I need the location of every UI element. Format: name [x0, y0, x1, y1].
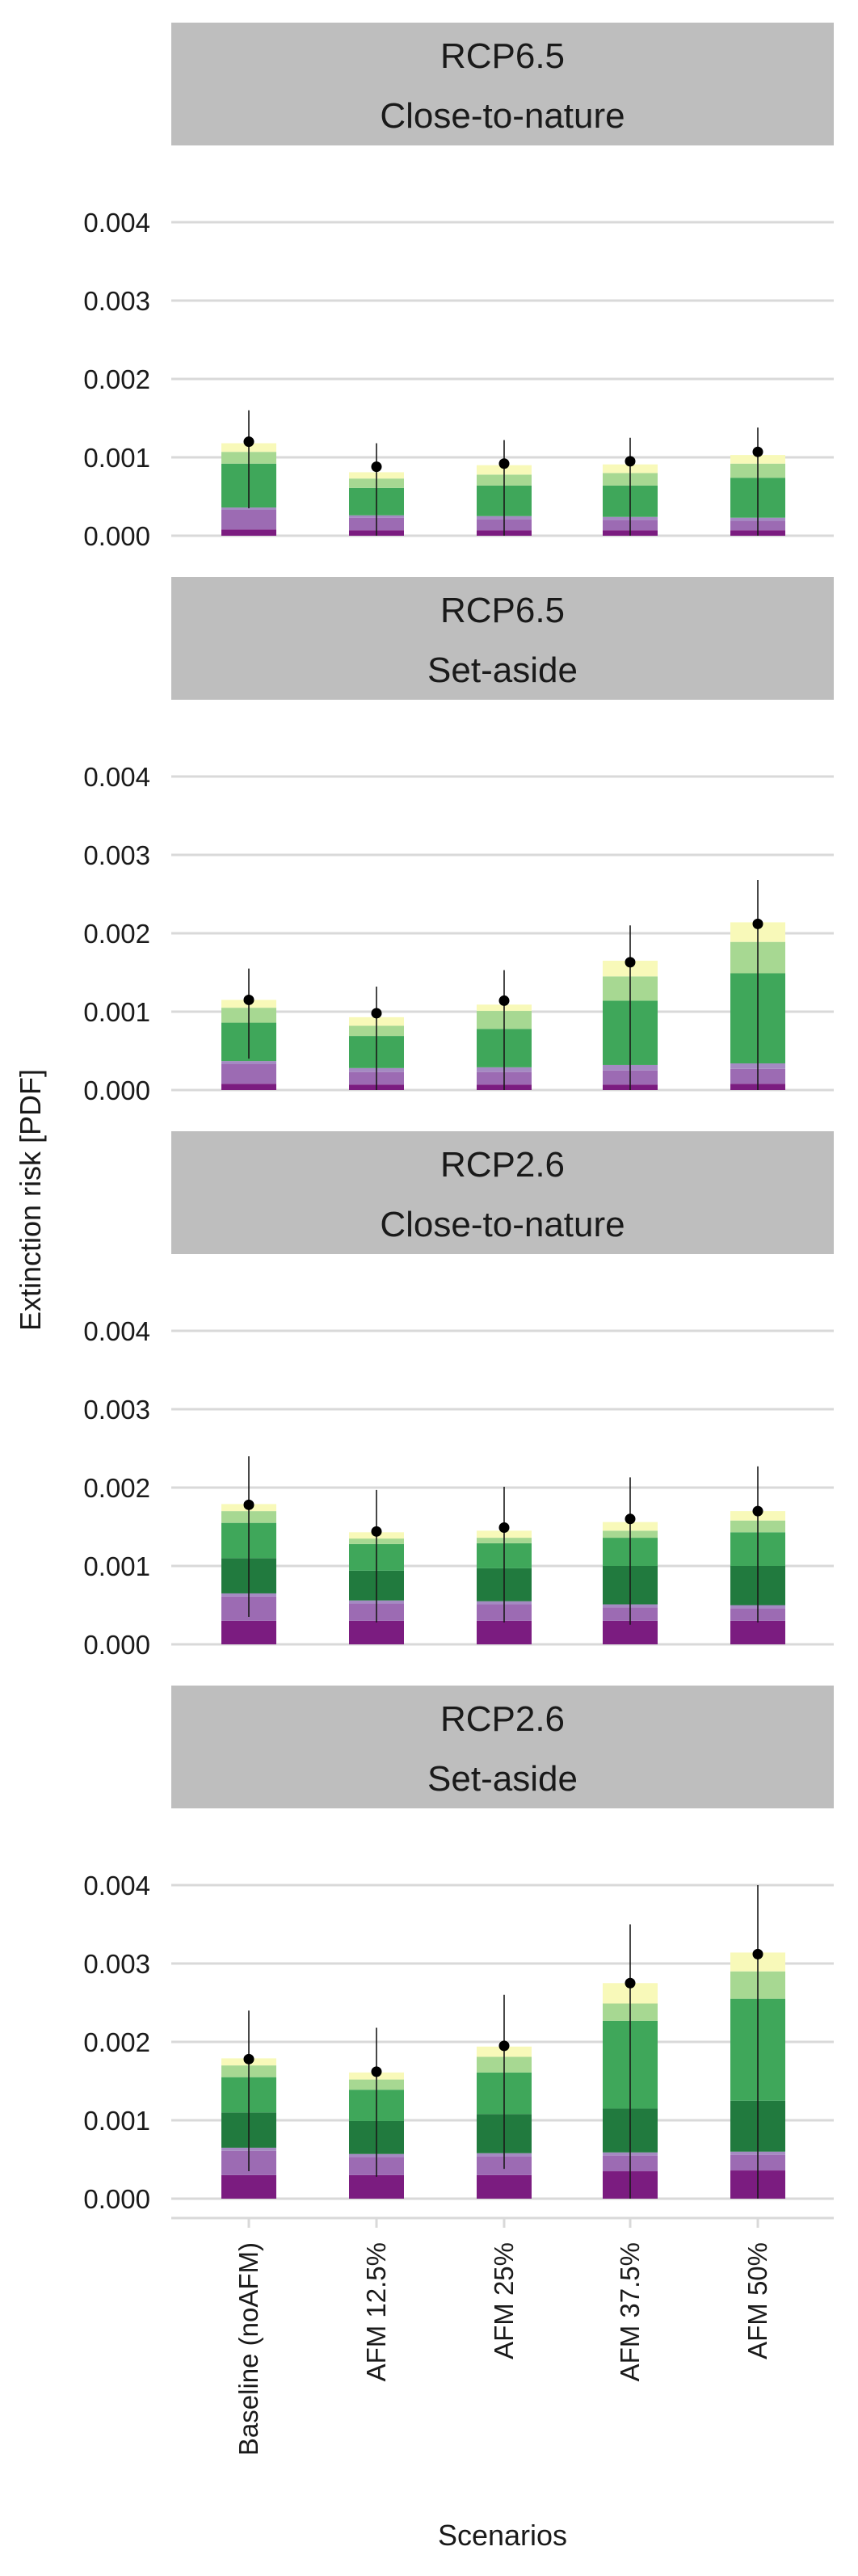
bar-segment	[730, 1620, 785, 1644]
bar-segment	[221, 509, 276, 530]
y-tick-label: 0.001	[83, 997, 150, 1027]
y-tick-label: 0.004	[83, 208, 150, 238]
mean-point	[752, 918, 763, 929]
bar-segment	[477, 1620, 532, 1644]
facet-strip-label: RCP6.5	[440, 36, 565, 76]
mean-point	[371, 1008, 382, 1019]
y-tick-label: 0.003	[83, 840, 150, 870]
y-tick-label: 0.004	[83, 762, 150, 792]
y-tick-label: 0.000	[83, 521, 150, 551]
mean-point	[752, 1505, 763, 1517]
y-axis-title: Extinction risk [PDF]	[14, 1069, 47, 1331]
facet-strip-label: RCP2.6	[440, 1699, 565, 1739]
facet-strip-label: Close-to-nature	[380, 96, 625, 136]
x-tick-label: Baseline (noAFM)	[233, 2242, 263, 2456]
mean-point	[625, 456, 636, 467]
facet-strip	[171, 23, 834, 145]
y-tick-label: 0.000	[83, 1075, 150, 1105]
facet-strip-label: Set-aside	[427, 1759, 578, 1799]
y-tick-label: 0.004	[83, 1316, 150, 1346]
facet-strip-label: RCP6.5	[440, 591, 565, 630]
x-axis: Baseline (noAFM) AFM 12.5% AFM 25% AFM 37.5…	[171, 2216, 834, 2456]
y-tick-label: 0.002	[83, 2027, 150, 2057]
bar-segment	[349, 2174, 404, 2199]
y-tick-label: 0.003	[83, 286, 150, 316]
x-axis-title: Scenarios	[438, 2519, 567, 2552]
facet-strip	[171, 577, 834, 700]
y-tick-label: 0.001	[83, 443, 150, 473]
y-tick-label: 0.001	[83, 1551, 150, 1581]
facet-strip-label: Set-aside	[427, 650, 578, 690]
y-tick-label: 0.002	[83, 1473, 150, 1503]
mean-point	[752, 446, 763, 457]
facet-strip-label: RCP2.6	[440, 1145, 565, 1185]
facet-strip	[171, 1686, 834, 1808]
mean-point	[498, 995, 510, 1006]
x-tick-label: AFM 12.5%	[361, 2242, 391, 2381]
x-tick-label: AFM 25%	[489, 2242, 519, 2359]
mean-point	[243, 994, 254, 1005]
bar-segment	[477, 2174, 532, 2199]
mean-point	[243, 436, 254, 448]
y-tick-label: 0.002	[83, 364, 150, 394]
panel-1: RCP6.5 Close-to-nature 0.000 0.001 0.002 0.00…	[83, 23, 834, 551]
x-tick-label: AFM 50%	[742, 2242, 772, 2359]
y-tick-label: 0.003	[83, 1949, 150, 1979]
y-tick-label: 0.001	[83, 2106, 150, 2136]
bar-segment	[221, 1063, 276, 1084]
y-tick-label: 0.002	[83, 919, 150, 949]
mean-point	[371, 1526, 382, 1537]
mean-point	[498, 458, 510, 469]
y-tick-label: 0.003	[83, 1395, 150, 1425]
panels: RCP6.5 Close-to-nature 0.000 0.001 0.002 0.00…	[83, 23, 834, 2214]
mean-point	[498, 2040, 510, 2052]
mean-point	[625, 1977, 636, 1989]
mean-point	[498, 1522, 510, 1533]
panel-4: RCP2.6 Set-aside 0.000 0.001 0.002 0.003 0.004	[83, 1686, 834, 2214]
panel-3: RCP2.6 Close-to-nature 0.000 0.001 0.002 0.00…	[83, 1131, 834, 1660]
bar-segment	[221, 2174, 276, 2199]
bar-segment	[221, 1061, 276, 1064]
mean-point	[752, 1948, 763, 1959]
mean-point	[625, 1513, 636, 1525]
bar-segment	[349, 1620, 404, 1644]
facet-strip	[171, 1131, 834, 1254]
bar-segment	[221, 507, 276, 510]
facet-strip-label: Close-to-nature	[380, 1205, 625, 1244]
bar-segment	[221, 529, 276, 536]
y-tick-label: 0.000	[83, 2184, 150, 2214]
mean-point	[371, 461, 382, 473]
mean-point	[243, 2053, 254, 2065]
bar-segment	[221, 1620, 276, 1644]
y-tick-label: 0.004	[83, 1871, 150, 1900]
panel-2: RCP6.5 Set-aside 0.000 0.001 0.002 0.003 0.004	[83, 577, 834, 1105]
x-tick-label: AFM 37.5%	[615, 2242, 645, 2381]
y-tick-label: 0.000	[83, 1630, 150, 1660]
mean-point	[243, 1499, 254, 1510]
mean-point	[371, 2066, 382, 2077]
mean-point	[625, 957, 636, 968]
bar-segment	[221, 1084, 276, 1090]
